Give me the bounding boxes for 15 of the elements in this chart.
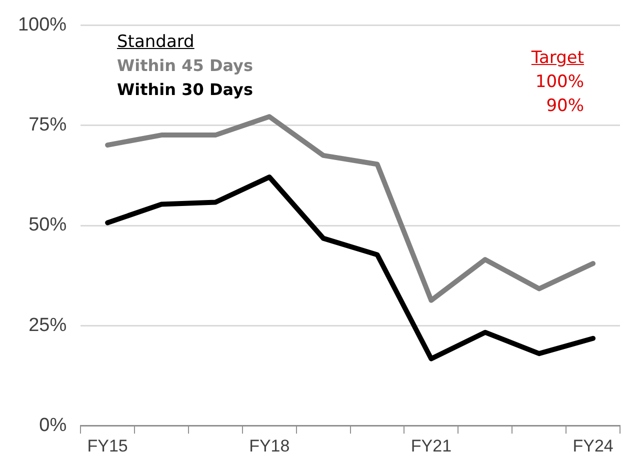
annotation: Target bbox=[531, 47, 584, 70]
text: Within 45 Days bbox=[117, 55, 253, 77]
y-tick-label: 25% bbox=[28, 314, 67, 336]
text: Within 30 Days bbox=[117, 79, 253, 101]
y-tick-label: 50% bbox=[28, 214, 67, 236]
y-tick-label: 0% bbox=[39, 414, 67, 436]
x-tick-label: FY15 bbox=[87, 436, 128, 456]
x-tick-label: FY24 bbox=[572, 436, 614, 456]
annotation: 90% bbox=[545, 95, 584, 118]
y-tick-label: 75% bbox=[28, 114, 67, 136]
x-tick-label: FY18 bbox=[249, 436, 290, 456]
y-tick-label: 100% bbox=[18, 14, 67, 36]
legend-title: Standard bbox=[117, 31, 196, 54]
x-tick-label: FY21 bbox=[410, 436, 452, 456]
annotation: 100% bbox=[534, 71, 584, 94]
